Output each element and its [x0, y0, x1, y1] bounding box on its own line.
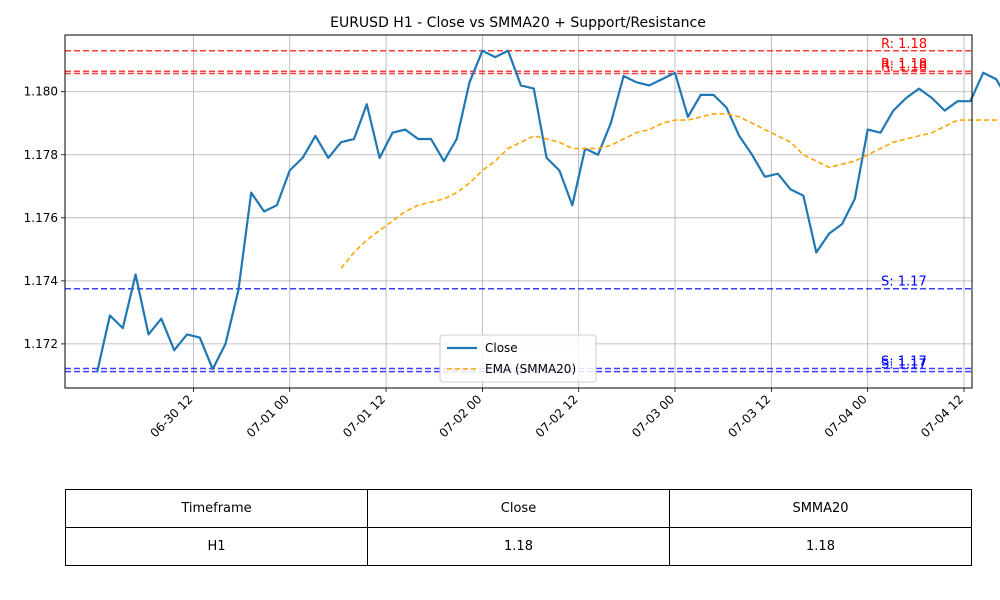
x-tick-label: 07-03 00	[629, 392, 677, 440]
resistance-label: R: 1.18	[881, 59, 927, 74]
support-resistance-lines	[65, 50, 972, 373]
resistance-label: R: 1.18	[881, 37, 927, 52]
close-series-line	[96, 49, 1000, 373]
y-tick-label: 1.172	[24, 337, 58, 351]
y-tick-label: 1.180	[24, 85, 58, 99]
support-label: S: 1.17	[881, 354, 927, 369]
y-tick-label: 1.176	[24, 211, 58, 225]
x-tick-label: 06-30 12	[147, 392, 195, 440]
table-header-cell: Timeframe	[65, 489, 368, 528]
table-header-cell: SMMA20	[669, 489, 972, 528]
y-tick-label: 1.178	[24, 148, 58, 162]
resistance-label: R: 1.18	[881, 57, 927, 72]
legend-label-close: Close	[485, 341, 518, 355]
x-tick-label: 07-02 12	[533, 392, 581, 440]
table-cell: H1	[65, 527, 368, 566]
summary-table: Timeframe Close SMMA20 H1 1.18 1.18	[65, 489, 972, 566]
x-tick-label: 07-03 12	[725, 392, 773, 440]
x-tick-label: 07-04 00	[822, 392, 870, 440]
axes: 06-30 12 07-01 00 07-01 12 07-02 00 07-02 12…	[24, 85, 966, 441]
level-labels: R: 1.18R: 1.18R: 1.18S: 1.17S: 1.17S: 1.…	[881, 37, 927, 373]
smma20-series-line	[340, 113, 1000, 269]
plot-frame	[64, 34, 973, 389]
table-cell: 1.18	[669, 527, 972, 566]
x-tick-label: 07-04 12	[918, 392, 966, 440]
grid	[65, 35, 972, 388]
series-lines	[96, 49, 1000, 373]
legend: Close EMA (SMMA20)	[439, 334, 597, 383]
x-tick-label: 07-02 00	[436, 392, 484, 440]
chart-title: EURUSD H1 - Close vs SMMA20 + Support/Re…	[330, 15, 706, 31]
x-tick-label: 07-01 00	[244, 392, 292, 440]
support-label: S: 1.17	[881, 358, 927, 373]
x-tick-label: 07-01 12	[340, 392, 388, 440]
table-row: H1 1.18 1.18	[65, 527, 972, 566]
legend-box	[439, 334, 597, 383]
chart: EURUSD H1 - Close vs SMMA20 + Support/Re…	[24, 15, 1000, 441]
support-label: S: 1.17	[881, 275, 927, 290]
table-header-cell: Close	[367, 489, 670, 528]
y-tick-label: 1.174	[24, 274, 58, 288]
legend-label-smma: EMA (SMMA20)	[485, 362, 576, 376]
table-header-row: Timeframe Close SMMA20	[65, 489, 972, 528]
table-cell: 1.18	[367, 527, 670, 566]
